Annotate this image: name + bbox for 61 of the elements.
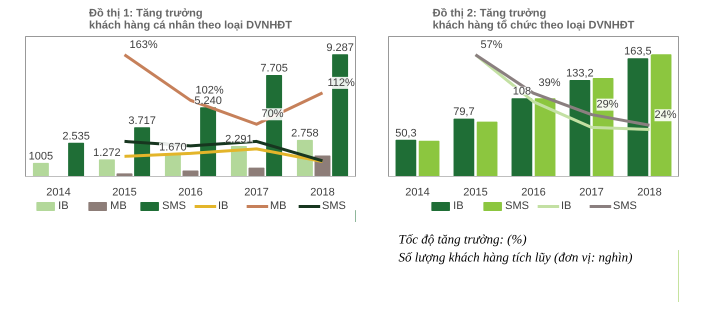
data-label: 102% — [196, 84, 224, 96]
x-tick-label: 2016 — [521, 186, 546, 198]
x-tick-label: 2015 — [112, 186, 137, 198]
data-label: 1.670 — [159, 142, 187, 154]
data-label: 7.705 — [260, 62, 288, 74]
x-tick-label: 2014 — [405, 186, 430, 198]
legend-label: IB — [218, 200, 230, 212]
data-label: 163% — [130, 38, 158, 51]
x-tick-label: 2017 — [579, 186, 604, 198]
data-label: 5.240 — [194, 94, 222, 107]
data-label: 1005 — [28, 150, 54, 162]
bar — [68, 142, 84, 176]
data-label: 2.758 — [291, 127, 319, 140]
bar — [570, 80, 590, 176]
legend-label: IB — [561, 200, 572, 212]
data-label: 70% — [262, 108, 284, 120]
text: Số lượng khách hàng tích lũy (đơn vị: nghìn) — [398, 250, 632, 264]
bar — [32, 162, 49, 176]
data-label: 57% — [480, 38, 503, 51]
bar — [396, 140, 416, 176]
data-label: 2.535 — [62, 130, 90, 142]
data-label: 39% — [538, 77, 561, 90]
bar — [182, 170, 198, 176]
legend-label: SMS — [322, 200, 346, 212]
x-tick-label: 2018 — [310, 186, 335, 198]
legend-label: SMS — [505, 200, 529, 212]
data-label: 3.717 — [128, 114, 156, 127]
bar — [628, 58, 648, 176]
x-tick-label: 2016 — [178, 186, 203, 198]
bar — [512, 98, 532, 176]
data-label: 108 — [512, 86, 532, 98]
bar — [164, 154, 181, 176]
legend-label: MB — [270, 200, 288, 212]
legend-label: MB — [110, 200, 128, 212]
legend-label: IB — [453, 200, 465, 212]
x-tick-label: 2015 — [463, 186, 488, 198]
bar — [418, 140, 440, 176]
data-label: 50,3 — [395, 127, 417, 140]
data-label: 112% — [328, 76, 356, 89]
data-label: 2.291 — [225, 133, 253, 146]
bar — [476, 122, 498, 176]
data-label: 29% — [596, 98, 619, 111]
data-label: 24% — [654, 109, 677, 122]
legend-label: SMS — [613, 200, 637, 212]
legend-label: IB — [58, 200, 70, 212]
text: Tốc độ tăng trưởng: (%) — [398, 232, 527, 246]
x-tick-label: 2014 — [46, 186, 71, 198]
legend-label: SMS — [162, 200, 186, 212]
data-label: 9.287 — [326, 42, 354, 54]
x-tick-label: 2018 — [637, 186, 662, 198]
bar — [534, 98, 556, 176]
data-label: 79,7 — [453, 106, 475, 118]
chart-title: Đồ thị 2: Tăng trưởng khách hàng tổ chức theo loại DVNHĐT — [432, 8, 635, 32]
bar — [248, 168, 264, 176]
chart-title: Đồ thị 1: Tăng trưởng khách hàng cá nhân theo loại DVNHĐT — [89, 8, 292, 32]
bar — [454, 118, 474, 176]
x-tick-label: 2017 — [244, 186, 269, 198]
data-label: 133,2 — [566, 68, 594, 80]
bar — [98, 159, 115, 176]
data-label: 163,5 — [624, 46, 652, 58]
data-label: 1.272 — [93, 146, 121, 159]
